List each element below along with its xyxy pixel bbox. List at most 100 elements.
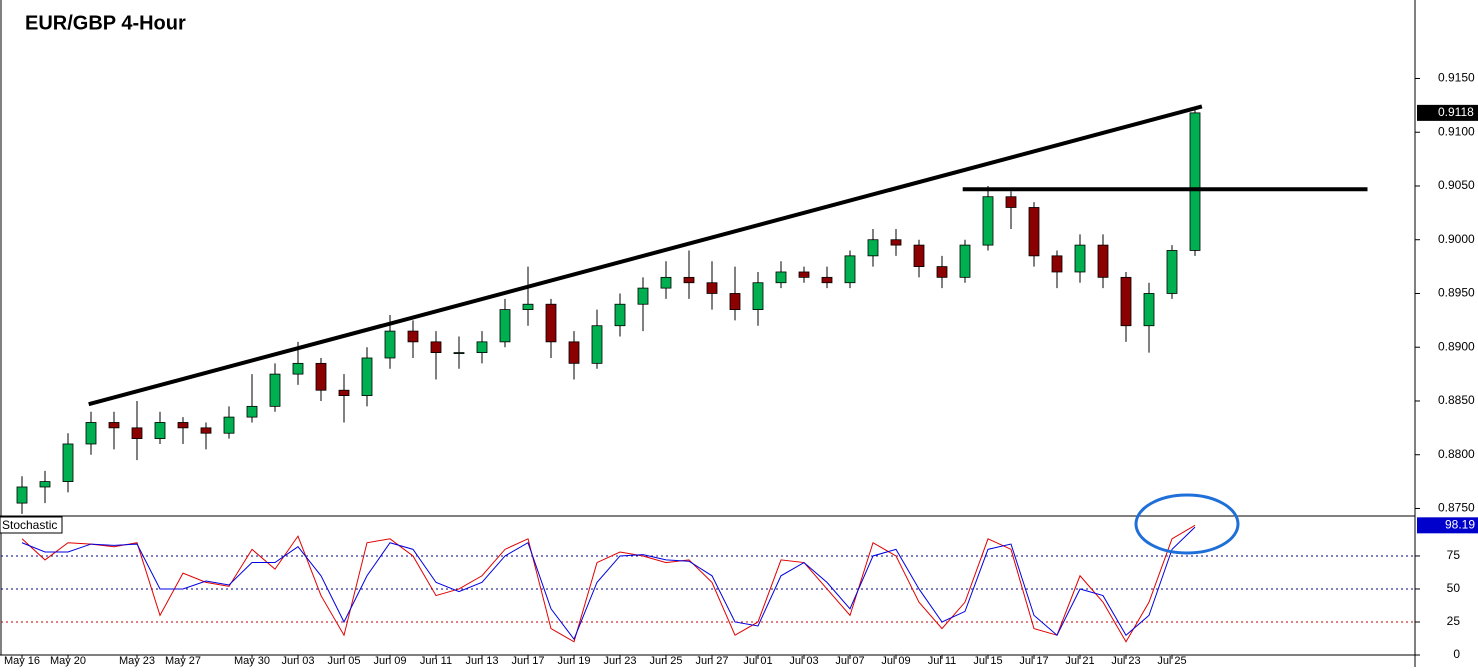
candle-body bbox=[867, 239, 879, 257]
y-tick-label: 25 bbox=[1447, 614, 1461, 628]
candle-body bbox=[1189, 112, 1201, 251]
candle-body bbox=[982, 196, 994, 246]
x-tick-label: Jun 11 bbox=[420, 655, 452, 667]
candle-body bbox=[361, 357, 373, 397]
x-tick-label: Jul 23 bbox=[1111, 655, 1140, 667]
x-tick-label: Jun 17 bbox=[511, 655, 544, 667]
candle-body bbox=[1097, 244, 1109, 278]
candle-body bbox=[913, 244, 925, 268]
y-tick-label: 0.9100 bbox=[1438, 124, 1475, 138]
x-tick-label: Jul 25 bbox=[1157, 655, 1186, 667]
candle-body bbox=[62, 443, 74, 483]
x-tick-label: May 23 bbox=[119, 655, 155, 667]
x-tick-label: Jun 19 bbox=[557, 655, 590, 667]
y-tick-label: 75 bbox=[1447, 548, 1461, 562]
x-tick-label: Jul 21 bbox=[1065, 655, 1094, 667]
trend-line bbox=[88, 104, 1203, 407]
candle-body bbox=[315, 362, 327, 391]
candle-body bbox=[637, 287, 649, 305]
y-tick-label: 50 bbox=[1447, 581, 1461, 595]
candle-body bbox=[200, 427, 212, 434]
candle-body bbox=[821, 276, 833, 284]
grid bbox=[1, 77, 1420, 659]
candle-body bbox=[246, 405, 258, 418]
y-tick-label: 0.8750 bbox=[1438, 501, 1475, 515]
candle-body bbox=[292, 362, 304, 375]
candle-body bbox=[1028, 207, 1040, 257]
candle-body bbox=[522, 303, 534, 311]
candle-body bbox=[936, 266, 948, 278]
x-tick-label: Jul 15 bbox=[973, 655, 1002, 667]
candle-body bbox=[1005, 196, 1017, 208]
x-tick-label: Jul 09 bbox=[881, 655, 910, 667]
candle-body bbox=[752, 282, 764, 311]
candle-body bbox=[844, 255, 856, 284]
x-tick-label: Jun 03 bbox=[281, 655, 314, 667]
current-value-label: 98.19 bbox=[1445, 518, 1475, 532]
x-tick-label: Jul 03 bbox=[789, 655, 818, 667]
candle-body bbox=[108, 422, 120, 429]
x-tick-label: Jul 01 bbox=[743, 655, 772, 667]
y-tick-label: 0.9000 bbox=[1438, 232, 1475, 246]
candle-body bbox=[591, 325, 603, 364]
highlight-ellipse bbox=[1134, 493, 1240, 555]
candle-body bbox=[338, 389, 350, 397]
candle-body bbox=[890, 239, 902, 246]
x-tick-label: May 27 bbox=[165, 655, 201, 667]
plot bbox=[16, 104, 1368, 643]
candle-body bbox=[1143, 293, 1155, 327]
x-tick-label: Jul 17 bbox=[1019, 655, 1048, 667]
y-tick-label: 0.8950 bbox=[1438, 286, 1475, 300]
x-tick-label: Jun 25 bbox=[649, 655, 682, 667]
candle-body bbox=[269, 373, 281, 407]
indicator-title: Stochastic bbox=[2, 518, 57, 532]
candle-body bbox=[16, 486, 28, 504]
candle-body bbox=[614, 303, 626, 327]
candle-body bbox=[959, 244, 971, 278]
candle-body bbox=[407, 330, 419, 343]
y-tick-label: 0.8800 bbox=[1438, 447, 1475, 461]
candle-body bbox=[729, 293, 741, 311]
candle-body bbox=[131, 427, 143, 440]
candle-body bbox=[499, 309, 511, 343]
candle-body bbox=[39, 481, 51, 488]
candle-body bbox=[1051, 255, 1063, 273]
x-tick-label: May 20 bbox=[50, 655, 86, 667]
candle-body bbox=[1166, 250, 1178, 294]
indicator-label-box bbox=[0, 516, 63, 534]
stochastic-line bbox=[21, 526, 1196, 641]
x-tick-label: May 16 bbox=[4, 655, 40, 667]
candle-body bbox=[545, 303, 557, 343]
chart-title: EUR/GBP 4-Hour bbox=[25, 12, 186, 34]
candle-body bbox=[476, 341, 488, 354]
candle-body bbox=[1120, 276, 1132, 327]
candle-body bbox=[85, 422, 97, 445]
x-tick-label: Jul 11 bbox=[928, 655, 957, 667]
x-tick-label: Jun 27 bbox=[695, 655, 728, 667]
candle-body bbox=[177, 422, 189, 429]
candle-body bbox=[568, 341, 580, 364]
candle-body bbox=[1074, 244, 1086, 273]
candle-body bbox=[706, 282, 718, 294]
x-tick-label: Jun 23 bbox=[603, 655, 636, 667]
candle-body bbox=[223, 416, 235, 434]
current-price-label: 0.9118 bbox=[1438, 105, 1474, 119]
candle-body bbox=[430, 341, 442, 354]
candle-body bbox=[775, 271, 787, 284]
x-tick-label: May 30 bbox=[234, 655, 270, 667]
y-tick-label: 0.8900 bbox=[1438, 339, 1475, 353]
candle-body bbox=[683, 276, 695, 284]
x-tick-label: Jul 07 bbox=[835, 655, 864, 667]
y-tick-label: 0.8850 bbox=[1438, 393, 1475, 407]
current-price-box bbox=[1417, 104, 1478, 121]
y-tick-label: 0.9050 bbox=[1438, 178, 1475, 192]
x-tick-label: Jun 05 bbox=[327, 655, 360, 667]
current-value-box bbox=[1417, 517, 1478, 534]
candle-body bbox=[660, 276, 672, 289]
y-tick-label: 0.9150 bbox=[1438, 71, 1475, 85]
x-tick-label: Jun 09 bbox=[373, 655, 406, 667]
candle-body bbox=[384, 330, 396, 359]
y-tick-label: 0 bbox=[1453, 647, 1460, 661]
